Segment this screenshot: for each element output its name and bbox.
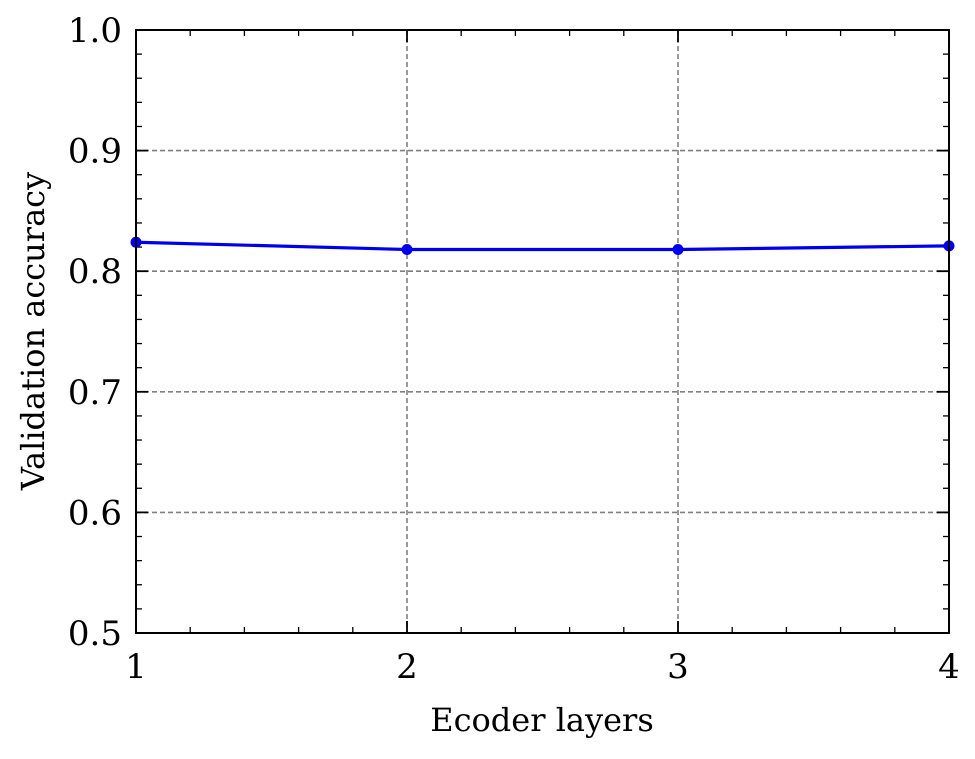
x-tick-label: 1 (125, 647, 147, 687)
y-axis-title: Validation accuracy (14, 172, 52, 491)
x-tick-label: 3 (667, 647, 689, 687)
minor-ticks (136, 30, 949, 633)
data-point (401, 243, 413, 255)
y-tick-label: 0.8 (68, 252, 122, 292)
y-tick-label: 0.7 (68, 373, 122, 413)
series-line (135, 240, 950, 252)
y-tick-label: 1.0 (68, 11, 122, 51)
y-tick-label: 0.9 (68, 132, 122, 172)
y-tick-label: 0.6 (68, 493, 122, 533)
tick-labels: 1 2 3 4 0.5 0.6 0.7 0.8 0.9 1.0 (68, 11, 960, 687)
major-ticks (135, 29, 950, 634)
series (130, 236, 955, 255)
grid (136, 30, 949, 633)
data-point (672, 243, 684, 255)
x-tick-label: 2 (396, 647, 418, 687)
x-tick-label: 4 (938, 647, 960, 687)
x-axis-title: Ecoder layers (430, 701, 653, 739)
y-tick-label: 0.5 (68, 614, 122, 654)
plot-frame (135, 29, 950, 634)
